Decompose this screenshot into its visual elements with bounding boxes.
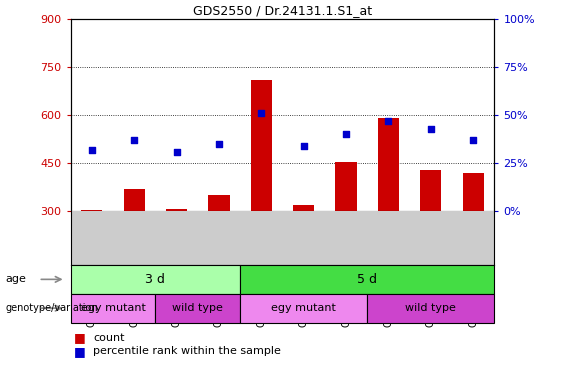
Text: wild type: wild type [172,303,223,313]
Text: percentile rank within the sample: percentile rank within the sample [93,346,281,356]
Bar [124,189,145,211]
Point [341,131,350,137]
Bar [81,210,102,211]
Text: ■: ■ [73,331,85,344]
Text: wild type: wild type [405,303,457,313]
Bar [463,173,484,211]
Point [384,118,393,124]
Bar [420,170,441,211]
Point [257,110,266,116]
Bar [166,209,187,211]
Bar [208,195,229,211]
Text: 5 d: 5 d [357,273,377,286]
Text: 3 d: 3 d [145,273,166,286]
Title: GDS2550 / Dr.24131.1.S1_at: GDS2550 / Dr.24131.1.S1_at [193,3,372,17]
Text: genotype/variation: genotype/variation [6,303,98,313]
Point [129,137,139,143]
Text: egy mutant: egy mutant [271,303,336,313]
Text: ■: ■ [73,345,85,358]
Bar [293,205,314,211]
Point [469,137,478,143]
Point [215,141,224,147]
Bar [251,80,272,211]
Point [172,149,181,155]
Bar [378,118,399,211]
Point [87,147,96,153]
Text: count: count [93,333,125,343]
Point [426,126,435,132]
Text: age: age [6,274,27,285]
Text: egy mutant: egy mutant [81,303,145,313]
Point [299,143,308,149]
Bar [336,162,357,211]
